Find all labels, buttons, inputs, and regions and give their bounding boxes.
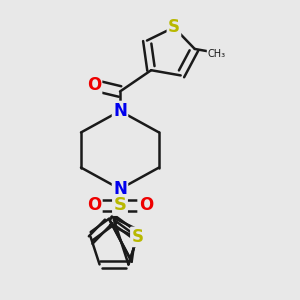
Text: CH₃: CH₃ [208, 49, 226, 59]
Text: N: N [113, 102, 127, 120]
Text: S: S [131, 228, 143, 246]
Text: O: O [139, 196, 153, 214]
Text: O: O [87, 76, 101, 94]
Text: S: S [168, 18, 180, 36]
Text: O: O [87, 196, 101, 214]
Text: N: N [113, 180, 127, 198]
Text: S: S [113, 196, 127, 214]
